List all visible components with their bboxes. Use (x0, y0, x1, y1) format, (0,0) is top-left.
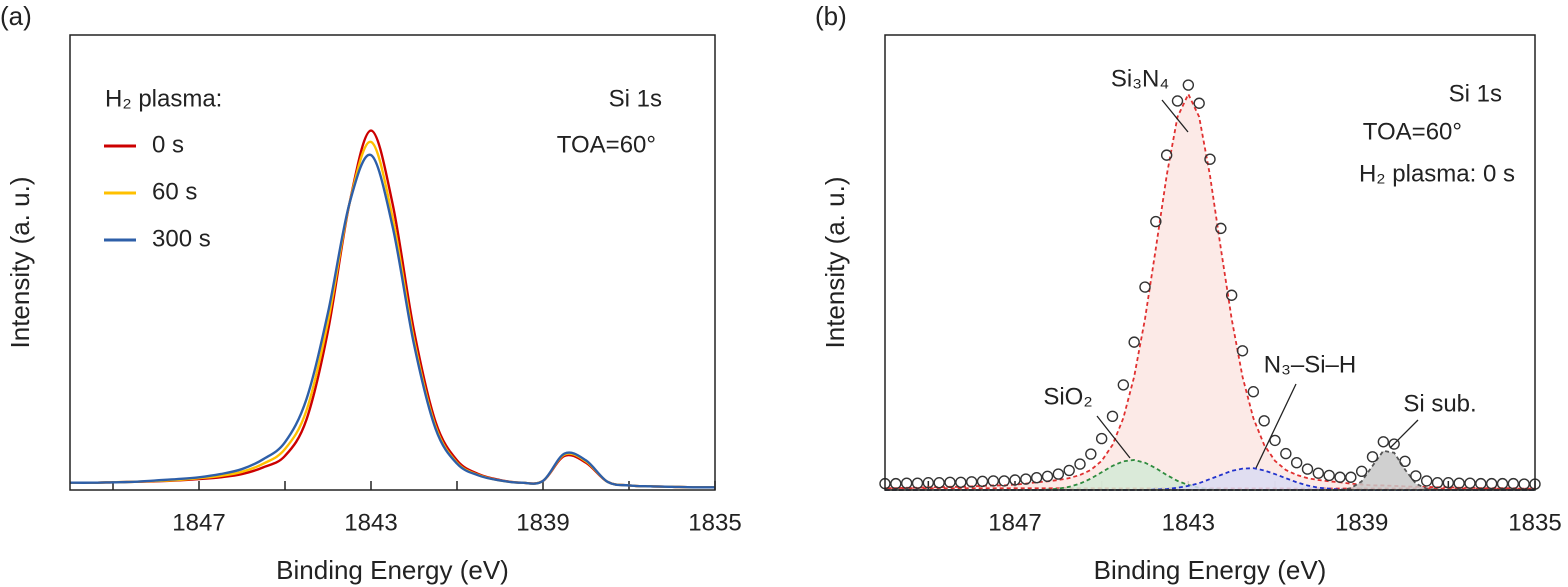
data-point (1269, 434, 1281, 447)
data-point (1496, 477, 1509, 490)
data-point (1312, 467, 1325, 479)
data-point (890, 477, 902, 490)
data-point (1204, 153, 1216, 165)
data-point (1442, 477, 1455, 489)
data-point (1139, 281, 1151, 293)
data-point (1453, 477, 1465, 489)
data-point (955, 476, 967, 488)
data-point (1388, 438, 1400, 450)
data-point (1085, 448, 1097, 460)
annotation: H₂ plasma: 0 s (1359, 160, 1515, 187)
data-point (1074, 458, 1086, 470)
data-point (1345, 471, 1357, 483)
data-point (900, 477, 913, 489)
data-point (1095, 432, 1108, 445)
data-point (1052, 468, 1065, 480)
data-point (1020, 473, 1032, 485)
spectrum-line (69, 153, 716, 489)
component-label: Si sub. (1403, 390, 1476, 417)
data-point (1182, 79, 1195, 91)
data-point (1128, 336, 1140, 348)
x-axis-label: Binding Energy (eV) (276, 555, 509, 585)
data-point (1334, 471, 1346, 483)
data-point (944, 476, 956, 488)
annotation: Si 1s (1449, 80, 1502, 107)
data-point (1431, 477, 1444, 489)
annotation: TOA=60° (557, 131, 656, 158)
legend-label: 60 s (152, 178, 197, 205)
data-point (1518, 478, 1530, 490)
x-tick-label: 1843 (344, 509, 397, 536)
data-point (1117, 379, 1130, 391)
x-tick-label: 1839 (1335, 509, 1388, 536)
legend-label: 300 s (152, 225, 211, 252)
leader-line (1096, 415, 1131, 459)
data-point (1225, 289, 1238, 301)
component-label: SiO₂ (1043, 383, 1092, 410)
legend-label: 0 s (152, 131, 184, 158)
data-point (1507, 477, 1520, 490)
data-point (1236, 345, 1249, 357)
data-point (1475, 477, 1487, 490)
x-tick-label: 1847 (988, 509, 1041, 536)
data-point (1171, 95, 1184, 107)
data-point (1215, 222, 1227, 235)
data-point (1150, 215, 1162, 228)
x-tick-label: 1835 (1508, 509, 1561, 536)
x-axis-label: Binding Energy (eV) (1094, 555, 1327, 585)
data-point (1485, 477, 1498, 490)
annotation: Si 1s (609, 85, 662, 112)
fit-component (884, 92, 1536, 490)
data-point (1030, 472, 1043, 484)
component-label: N₃–Si–H (1264, 351, 1356, 378)
annotation: TOA=60° (1363, 118, 1462, 145)
plot-frame (884, 34, 1536, 491)
x-tick-label: 1847 (172, 509, 225, 536)
data-point (965, 476, 978, 488)
data-point (922, 477, 935, 489)
leader-line (1255, 383, 1297, 469)
data-point (987, 475, 1000, 487)
data-point (1063, 464, 1075, 477)
panel-label: (a) (0, 1, 32, 31)
data-point (1399, 455, 1411, 468)
data-point (1377, 436, 1390, 448)
data-point (1193, 97, 1205, 109)
y-axis-label: Intensity (a. u.) (820, 177, 850, 349)
panel-label: (b) (815, 1, 847, 31)
legend-title: H₂ plasma: (105, 85, 222, 112)
plot-frame (69, 34, 716, 491)
x-tick-label: 1843 (1162, 509, 1215, 536)
y-axis-label: Intensity (a. u.) (5, 177, 35, 349)
x-tick-label: 1839 (516, 509, 569, 536)
data-point (1106, 410, 1119, 422)
data-point (1280, 447, 1292, 460)
data-point (1464, 477, 1476, 489)
data-point (1366, 451, 1379, 463)
data-point (933, 477, 945, 489)
data-point (1410, 470, 1422, 482)
data-point (1355, 465, 1368, 478)
leader-line (1389, 419, 1419, 449)
data-point (911, 477, 924, 489)
data-point (1290, 457, 1303, 469)
data-point (1247, 386, 1260, 398)
data-point (1301, 463, 1314, 475)
data-point (1258, 415, 1270, 427)
data-point (998, 475, 1010, 487)
data-point (1160, 149, 1173, 161)
component-label: Si₃N₄ (1111, 65, 1169, 92)
data-point (1041, 470, 1054, 483)
data-point (976, 475, 989, 488)
data-point (1323, 469, 1335, 482)
data-point (1420, 475, 1433, 487)
leader-line (1161, 99, 1189, 133)
x-tick-label: 1835 (688, 509, 741, 536)
data-point (1009, 474, 1021, 486)
